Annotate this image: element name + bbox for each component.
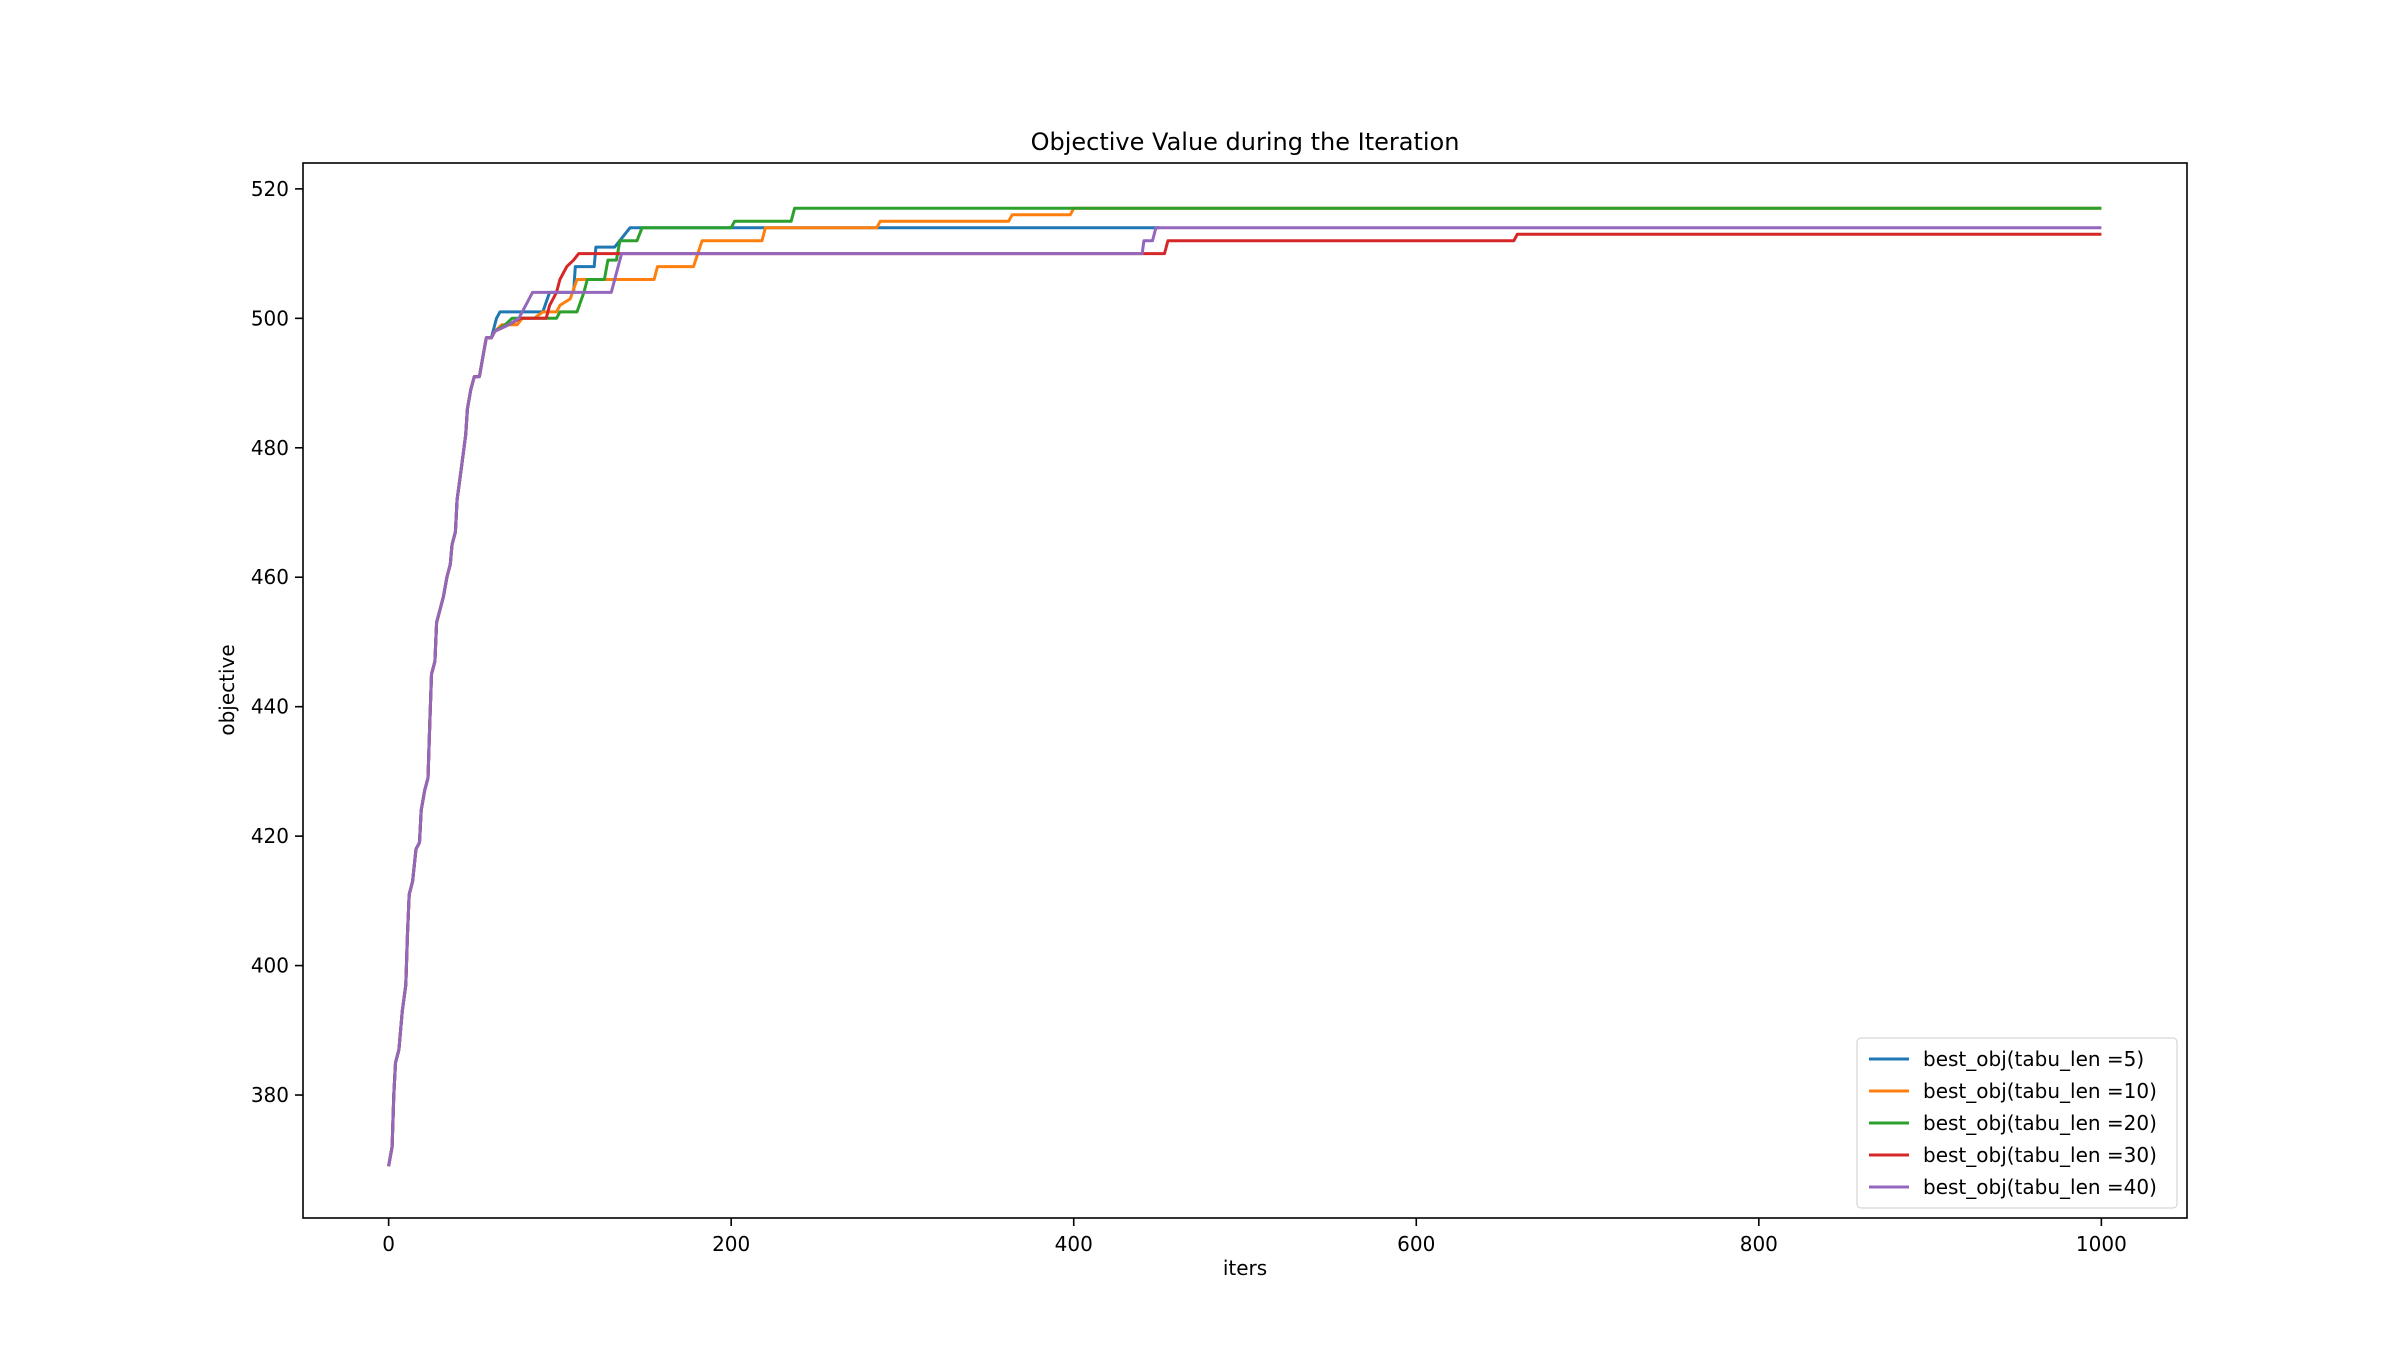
y-tick-label: 440 xyxy=(251,695,289,719)
x-axis-label: iters xyxy=(1223,1256,1267,1280)
legend-label: best_obj(tabu_len =10) xyxy=(1923,1079,2157,1103)
y-axis-label: objective xyxy=(215,644,239,735)
legend-box xyxy=(1856,1037,2178,1209)
y-tick-label: 420 xyxy=(251,824,289,848)
x-tick-label: 800 xyxy=(1740,1232,1778,1256)
series-lines xyxy=(387,206,2102,1167)
y-axis-ticks: 380 400 420 440 460 480 500 520 xyxy=(251,177,303,1107)
y-tick-label: 400 xyxy=(251,954,289,978)
chart-title: Objective Value during the Iteration xyxy=(1031,128,1460,156)
legend-label: best_obj(tabu_len =20) xyxy=(1923,1111,2157,1135)
x-tick-label: 200 xyxy=(712,1232,750,1256)
y-tick-label: 380 xyxy=(251,1083,289,1107)
x-tick-label: 1000 xyxy=(2076,1232,2127,1256)
y-tick-label: 460 xyxy=(251,565,289,589)
plot-area-frame xyxy=(302,162,2188,1219)
x-axis-ticks: 0 200 400 600 800 1000 xyxy=(382,1218,2127,1256)
y-tick-label: 480 xyxy=(251,436,289,460)
legend-label: best_obj(tabu_len =40) xyxy=(1923,1175,2157,1199)
x-tick-label: 400 xyxy=(1055,1232,1093,1256)
legend-label: best_obj(tabu_len =30) xyxy=(1923,1143,2157,1167)
y-tick-label: 500 xyxy=(251,306,289,330)
series-line-4 xyxy=(387,226,2102,1167)
legend-label: best_obj(tabu_len =5) xyxy=(1923,1047,2144,1071)
x-tick-label: 0 xyxy=(382,1232,395,1256)
legend: best_obj(tabu_len =5) best_obj(tabu_len =… xyxy=(1856,1037,2178,1209)
y-tick-label: 520 xyxy=(251,177,289,201)
x-tick-label: 600 xyxy=(1397,1232,1435,1256)
